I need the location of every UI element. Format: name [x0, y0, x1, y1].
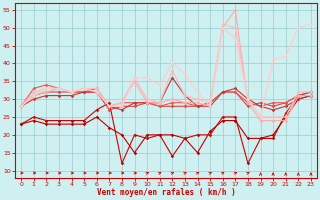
X-axis label: Vent moyen/en rafales ( km/h ): Vent moyen/en rafales ( km/h ) [97, 188, 236, 197]
